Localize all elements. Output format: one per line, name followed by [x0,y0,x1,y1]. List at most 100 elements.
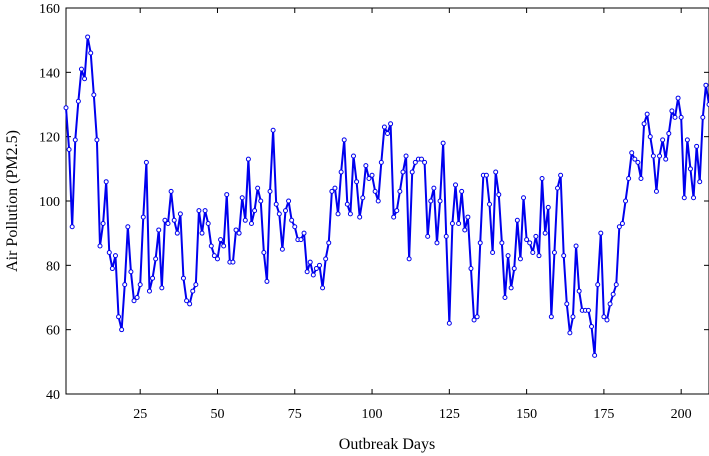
data-point [286,198,292,204]
data-point [672,114,678,120]
data-point [103,179,109,185]
x-tick-label: 100 [362,407,383,422]
data-point [323,256,329,262]
data-point [558,172,564,178]
data-point [595,282,601,288]
data-point [116,314,122,320]
y-tick-label: 140 [39,66,60,81]
data-point [623,198,629,204]
data-point [236,230,242,236]
data-point [165,221,171,227]
data-point [255,185,261,191]
data-point [527,240,533,246]
data-point [193,282,199,288]
data-point [431,185,437,191]
data-point [320,285,326,291]
data-point [551,249,557,255]
data-point [125,224,131,230]
data-point [446,320,452,326]
data-point [304,269,310,275]
x-tick-label: 150 [516,407,537,422]
data-point [548,314,554,320]
data-point [190,288,196,294]
data-point [425,233,431,239]
data-point [437,198,443,204]
data-point [273,201,279,207]
data-point [310,272,316,278]
x-tick-label: 25 [133,407,147,422]
data-point [487,201,493,207]
data-point [375,198,381,204]
data-point [267,188,273,194]
data-point [536,253,542,259]
y-axis-title: Air Pollution (PM2.5) [4,130,21,272]
data-point [453,182,459,188]
data-point [394,208,400,214]
data-point [694,143,700,149]
data-point [687,166,693,172]
series-layer [65,35,709,357]
data-point [684,137,690,143]
data-point [261,249,267,255]
data-point [131,298,137,304]
data-point [533,233,539,239]
data-point [289,217,295,223]
data-point [128,269,134,275]
data-point [326,240,332,246]
data-point [211,253,217,259]
data-point [363,163,369,169]
data-point [524,237,530,243]
data-point [159,285,165,291]
data-point [171,217,177,223]
data-point [660,137,666,143]
data-point [657,153,663,159]
data-point [78,66,84,72]
data-point [403,153,409,159]
data-point [66,147,72,153]
data-point [292,224,298,230]
data-point [592,352,598,358]
data-point [187,301,193,307]
y-tick-label: 100 [39,195,60,210]
data-point [650,153,656,159]
data-point [607,301,613,307]
data-point [69,224,75,230]
data-point [641,121,647,127]
data-point [341,137,347,143]
data-point [347,211,353,217]
data-point [85,34,91,40]
data-point [406,256,412,262]
data-point [242,217,248,223]
data-point [576,288,582,294]
data-point [75,98,81,104]
data-point [675,95,681,101]
data-point [700,114,706,120]
data-point [471,317,477,323]
data-point [585,307,591,313]
data-point [109,266,115,272]
data-point [143,159,149,165]
data-point [440,140,446,146]
data-point [360,195,366,201]
data-point [106,249,112,255]
data-point [567,330,573,336]
data-point [338,169,344,175]
data-point [88,50,94,56]
data-point [388,121,394,127]
data-point [174,230,180,236]
data-point [493,169,499,175]
data-point [82,76,88,82]
data-point [511,266,517,272]
data-point [156,227,162,233]
data-point [233,227,239,233]
data-point [313,266,319,272]
data-point [252,208,258,214]
data-point [598,230,604,236]
data-point [555,185,561,191]
data-point [239,195,245,201]
data-point [366,175,372,181]
y-tick-label: 40 [46,388,60,403]
data-point [638,175,644,181]
x-tick-label: 50 [210,407,224,422]
